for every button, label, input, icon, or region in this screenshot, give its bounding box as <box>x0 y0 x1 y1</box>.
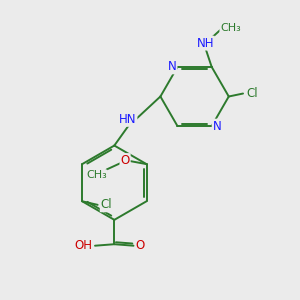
Text: OH: OH <box>75 239 93 252</box>
Text: N: N <box>168 60 176 74</box>
Text: CH₃: CH₃ <box>220 23 241 33</box>
Text: Cl: Cl <box>246 87 258 100</box>
Text: O: O <box>136 239 145 252</box>
Text: N: N <box>213 120 221 133</box>
Text: Cl: Cl <box>101 198 112 211</box>
Text: NH: NH <box>196 37 214 50</box>
Text: CH₃: CH₃ <box>86 170 107 180</box>
Text: HN: HN <box>119 113 136 126</box>
Text: O: O <box>121 154 130 167</box>
